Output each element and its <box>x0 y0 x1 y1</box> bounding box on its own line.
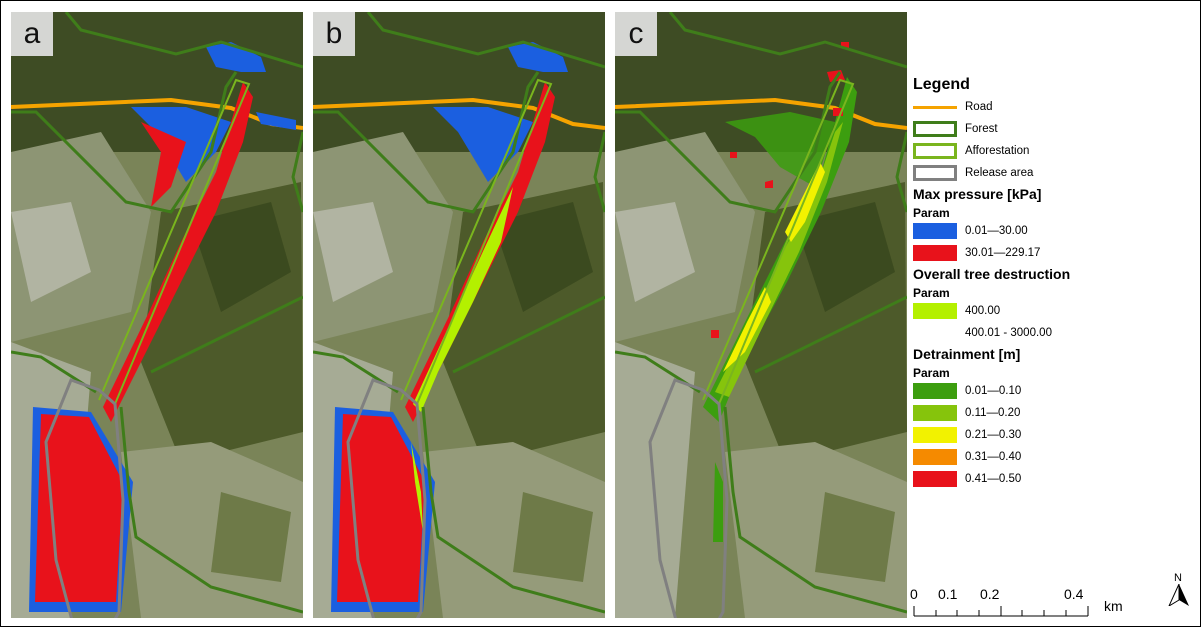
panel-label-b: b <box>313 12 355 56</box>
legend-pressure-item: 30.01—229.17 <box>913 242 1163 264</box>
detrain-swatch <box>913 383 957 399</box>
legend-detrain-item: 0.41—0.50 <box>913 468 1163 490</box>
scale-bar: 0 0.1 0.2 0.4 km <box>908 586 1123 618</box>
map-panel-b: b <box>313 12 605 618</box>
tree-swatch <box>913 325 957 341</box>
map-legend: Legend Road Forest Afforestation Release… <box>913 76 1163 490</box>
legend-tree-item: 400.00 <box>913 300 1163 322</box>
legend-release: Release area <box>913 162 1163 184</box>
detrain-swatch <box>913 449 957 465</box>
legend-detrain-item: 0.01—0.10 <box>913 380 1163 402</box>
detrain-label: 0.21—0.30 <box>965 429 1022 441</box>
tree-label: 400.01 - 3000.00 <box>965 327 1052 339</box>
north-label: N <box>1174 572 1182 584</box>
detrain-label: 0.41—0.50 <box>965 473 1022 485</box>
panel-label-c: c <box>615 12 657 56</box>
pressure-param: Param <box>913 206 950 220</box>
afforestation-swatch <box>913 143 957 159</box>
legend-road: Road <box>913 96 1163 118</box>
pressure-label: 30.01—229.17 <box>965 247 1041 259</box>
scale-ruler <box>913 606 1089 617</box>
detrain-swatch <box>913 427 957 443</box>
detrain-title: Detrainment [m] <box>913 346 1021 362</box>
north-arrow-icon: N <box>1167 572 1191 606</box>
tree-swatch <box>913 303 957 319</box>
tree-title: Overall tree destruction <box>913 266 1071 282</box>
map-panel-a: a <box>11 12 303 618</box>
afforestation-label: Afforestation <box>965 145 1030 157</box>
legend-detrain-item: 0.31—0.40 <box>913 446 1163 468</box>
road-swatch <box>913 99 957 115</box>
legend-pressure-item: 0.01—30.00 <box>913 220 1163 242</box>
release-swatch <box>913 165 957 181</box>
pressure-title: Max pressure [kPa] <box>913 186 1042 202</box>
detrain-swatch <box>913 471 957 487</box>
road-label: Road <box>965 101 993 113</box>
legend-forest: Forest <box>913 118 1163 140</box>
legend-title: Legend <box>913 76 970 93</box>
scale-tick-label: 0 <box>910 586 918 602</box>
legend-afforestation: Afforestation <box>913 140 1163 162</box>
scale-unit: km <box>1104 598 1123 614</box>
forest-swatch <box>913 121 957 137</box>
pressure-swatch <box>913 245 957 261</box>
scale-tick-label: 0.1 <box>938 586 958 602</box>
detrain-label: 0.01—0.10 <box>965 385 1022 397</box>
forest-label: Forest <box>965 123 998 135</box>
map-panel-c: c <box>615 12 907 618</box>
legend-detrain-item: 0.11—0.20 <box>913 402 1163 424</box>
detrain-swatch <box>913 405 957 421</box>
release-label: Release area <box>965 167 1034 179</box>
legend-tree-item: 400.01 - 3000.00 <box>913 322 1163 344</box>
panel-label-a: a <box>11 12 53 56</box>
detrain-label: 0.31—0.40 <box>965 451 1022 463</box>
scale-tick-label: 0.4 <box>1064 586 1084 602</box>
pressure-swatch <box>913 223 957 239</box>
detrain-param: Param <box>913 366 950 380</box>
detrain-label: 0.11—0.20 <box>965 407 1021 419</box>
legend-detrain-item: 0.21—0.30 <box>913 424 1163 446</box>
pressure-label: 0.01—30.00 <box>965 225 1028 237</box>
scale-tick-label: 0.2 <box>980 586 1000 602</box>
tree-label: 400.00 <box>965 305 1001 317</box>
tree-param: Param <box>913 286 950 300</box>
